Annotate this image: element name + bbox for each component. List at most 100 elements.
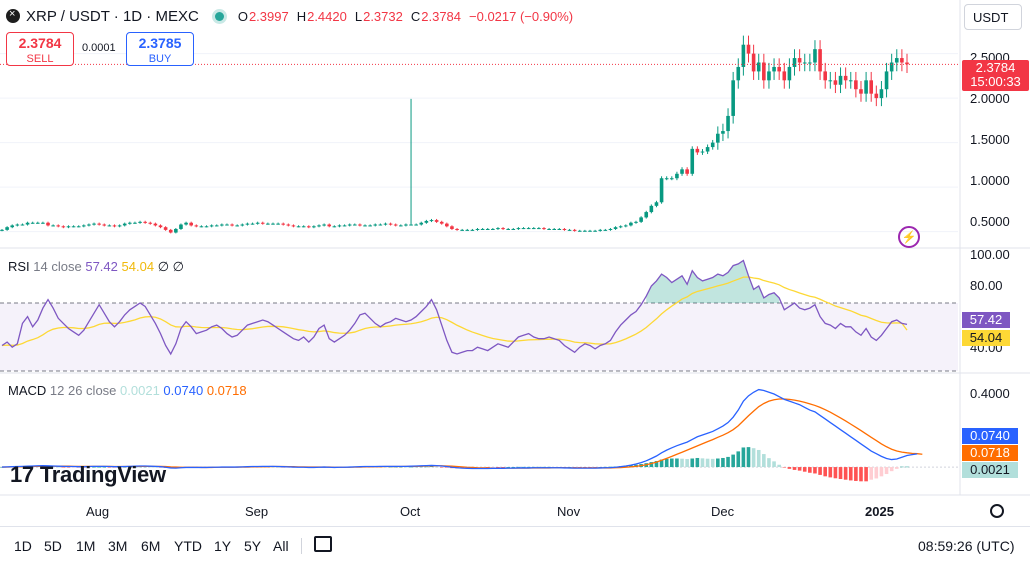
range-6m-button[interactable]: 6M — [141, 538, 161, 554]
range-1m-button[interactable]: 1M — [76, 538, 96, 554]
candle-body — [0, 229, 4, 231]
settings-gear-icon[interactable] — [990, 504, 1004, 518]
range-all-button[interactable]: All — [273, 538, 289, 554]
macd-histogram-bar — [439, 467, 444, 468]
macd-signal-value: 0.0718 — [206, 383, 247, 398]
range-3m-button[interactable]: 3M — [108, 538, 128, 554]
candle-body — [843, 75, 848, 81]
symbol-title[interactable]: XRP / USDT · 1D · MEXC — [26, 7, 199, 25]
candle-body — [501, 228, 505, 230]
range-5y-button[interactable]: 5Y — [244, 538, 262, 554]
candle-body — [286, 224, 291, 226]
ohlc-high-key: H — [296, 8, 307, 24]
buy-button[interactable]: 2.3785 BUY — [126, 32, 194, 66]
candle-body — [393, 224, 398, 226]
chart-canvas[interactable] — [0, 0, 1030, 526]
candle-body — [281, 223, 286, 225]
candle-body — [746, 44, 751, 54]
ohlc-open-value: 2.3997 — [248, 8, 289, 24]
candle-body — [163, 227, 168, 230]
candle-body — [491, 228, 495, 230]
tradingview-logo[interactable]: 17 TradingView — [10, 462, 166, 488]
candle-body — [301, 226, 306, 228]
range-1y-button[interactable]: 1Y — [214, 538, 232, 554]
candle-body — [649, 205, 654, 213]
range-1d-button[interactable]: 1D — [14, 538, 32, 554]
candle-body — [741, 44, 746, 67]
macd-histogram-bar — [675, 458, 679, 468]
candle-body — [583, 230, 587, 232]
utc-clock[interactable]: 08:59:26 (UTC) — [918, 538, 1015, 554]
macd-signal-line — [2, 398, 923, 469]
macd-histogram-bar — [664, 458, 669, 468]
last-price-tag: 2.3784 15:00:33 — [962, 60, 1029, 91]
candle-body — [588, 230, 592, 232]
candle-body — [542, 228, 546, 230]
candle-body — [363, 225, 367, 227]
macd-histogram-bar — [762, 454, 766, 468]
macd-histogram-bar — [690, 458, 695, 468]
macd-value: 0.0740 — [163, 383, 204, 398]
bottom-toolbar — [0, 526, 1030, 566]
candle-body — [618, 226, 623, 228]
candle-body — [20, 224, 25, 226]
candle-body — [209, 225, 214, 227]
time-tick: 2025 — [865, 504, 894, 519]
candle-body — [756, 62, 761, 72]
candle-body — [184, 222, 188, 225]
macd-histogram-bar — [705, 458, 710, 468]
candle-body — [306, 226, 311, 228]
market-status-icon[interactable] — [214, 11, 224, 21]
range-5d-button[interactable]: 5D — [44, 538, 62, 554]
candle-body — [797, 58, 802, 63]
macd-legend[interactable]: MACD 12 26 close 0.0021 0.0740 0.0718 — [8, 383, 247, 398]
candle-body — [521, 228, 526, 230]
candle-body — [133, 222, 137, 224]
candle-body — [772, 66, 776, 72]
candle-body — [332, 226, 337, 228]
goto-date-calendar-icon[interactable] — [314, 536, 332, 552]
macd-histogram-bar — [434, 466, 439, 468]
candle-body — [792, 58, 797, 67]
candle-body — [659, 178, 664, 203]
ohlc-low-key: L — [354, 8, 363, 24]
lightning-icon[interactable]: ⚡ — [898, 226, 920, 248]
bar-countdown: 15:00:33 — [970, 74, 1021, 89]
currency-select[interactable]: USDT — [964, 4, 1022, 30]
candle-body — [337, 225, 342, 227]
candle-body — [51, 225, 55, 227]
candle-body — [726, 115, 730, 132]
xrp-logo-icon — [6, 8, 20, 23]
buy-label: BUY — [148, 53, 172, 65]
range-ytd-button[interactable]: YTD — [174, 538, 202, 554]
rsi-legend[interactable]: RSI 14 close 57.42 54.04 ∅ ∅ — [8, 259, 184, 275]
candle-body — [322, 224, 326, 226]
candle-body — [291, 225, 296, 227]
candle-body — [317, 225, 321, 227]
candle-body — [399, 225, 403, 227]
symbol-header: XRP / USDT · 1D · MEXC O2.3997 H2.4420 L… — [6, 6, 581, 26]
candle-body — [250, 223, 255, 225]
candle-body — [15, 224, 20, 226]
candle-body — [347, 224, 352, 226]
toolbar-divider — [301, 538, 302, 554]
macd-histogram-bar — [767, 458, 771, 468]
rsi-params: 14 close — [33, 259, 82, 274]
macd-histogram-bar — [122, 467, 127, 468]
signal-price-tag: 0.0718 — [962, 445, 1018, 461]
macd-histogram-bar — [731, 454, 735, 468]
candle-body — [46, 222, 50, 226]
sell-button[interactable]: 2.3784 SELL — [6, 32, 74, 66]
macd-histogram-bar — [424, 466, 429, 468]
rsi-empty-1: ∅ — [157, 259, 170, 274]
candle-body — [710, 142, 715, 148]
macd-histogram-bar — [649, 462, 654, 468]
candle-body — [10, 225, 15, 228]
macd-params: 12 26 close — [49, 383, 117, 398]
candle-body — [455, 228, 459, 230]
macd-histogram-bar — [506, 467, 510, 468]
macd-histogram-bar — [659, 459, 664, 468]
candle-body — [174, 228, 178, 233]
macd-histogram-bar — [746, 447, 751, 468]
candle-body — [276, 223, 280, 225]
